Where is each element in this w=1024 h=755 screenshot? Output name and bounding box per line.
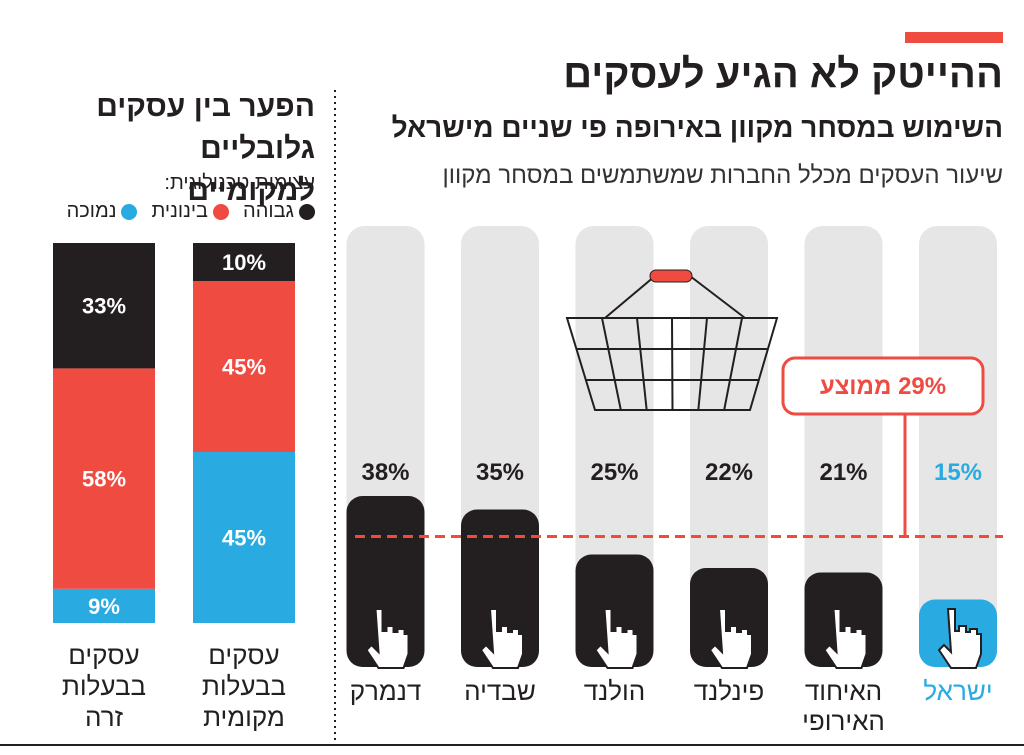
bar-segment	[193, 452, 295, 623]
value-label: 21%	[819, 459, 867, 486]
segment-label: 58%	[82, 467, 126, 492]
value-label: 22%	[705, 459, 753, 486]
basket-rib	[601, 317, 622, 411]
chart-title: ההייטק לא הגיע לעסקים	[563, 52, 1003, 96]
basket-handle	[649, 269, 693, 283]
value-label: 25%	[590, 459, 638, 486]
category-label: דנמרק	[349, 676, 422, 706]
legend: גבוהה בינונית נמוכה	[67, 200, 315, 223]
legend-label: נמוכה	[66, 200, 117, 222]
basket-rib	[636, 317, 648, 411]
category-label: פינלנד	[693, 676, 765, 706]
side-title: הפער בין עסקים גלובליים למקומיים	[96, 90, 315, 207]
bar-segment	[53, 588, 155, 623]
category-label: ישראל	[923, 676, 993, 706]
bar-segment	[193, 243, 295, 281]
basket-rib	[697, 317, 708, 411]
bar-segment	[53, 368, 155, 589]
legend-swatch	[299, 203, 315, 220]
bar-segment	[53, 243, 155, 369]
bar-track	[804, 226, 883, 667]
chart-subtitle: השימוש במסחר מקוון באירופה פי שניים מישר…	[391, 112, 1003, 143]
basket-rib	[723, 317, 743, 411]
legend-label: בינונית	[151, 200, 209, 222]
legend-label: גבוהה	[243, 200, 294, 222]
bar-segment	[193, 281, 295, 452]
bar-track	[690, 226, 768, 667]
category-label: שבדיה	[464, 676, 536, 706]
value-label: 15%	[934, 459, 982, 486]
value-label: 35%	[476, 459, 524, 486]
accent-bar	[905, 32, 1003, 43]
legend-item: גבוהה	[243, 200, 315, 223]
average-label: 29% ממוצע	[820, 373, 946, 400]
basket-icon	[565, 275, 779, 411]
bar-track	[919, 226, 997, 667]
legend-item: בינונית	[151, 200, 230, 223]
bar	[461, 509, 539, 667]
category-label: האיחוד האירופי	[802, 676, 885, 736]
legend-item: נמוכה	[67, 200, 138, 223]
bar	[346, 496, 425, 667]
legend-swatch	[213, 203, 230, 220]
legend-swatch	[121, 203, 138, 220]
segment-label: 33%	[82, 294, 126, 319]
legend-title: עצימות טכנולוגית:	[164, 172, 315, 194]
segment-label: 9%	[88, 594, 120, 619]
value-label: 38%	[361, 459, 409, 486]
segment-label: 10%	[222, 250, 266, 275]
category-label: עסקים בבעלות זרה	[61, 640, 147, 732]
segment-label: 45%	[222, 526, 266, 551]
category-label: הולנד	[583, 676, 646, 706]
basket-rib	[671, 317, 674, 411]
category-label: עסקים בבעלות מקומית	[201, 640, 287, 732]
segment-label: 45%	[222, 355, 266, 380]
average-box	[781, 356, 985, 416]
chart-description: שיעור העסקים מכלל החברות שמשתמשים במסחר …	[442, 162, 1003, 189]
